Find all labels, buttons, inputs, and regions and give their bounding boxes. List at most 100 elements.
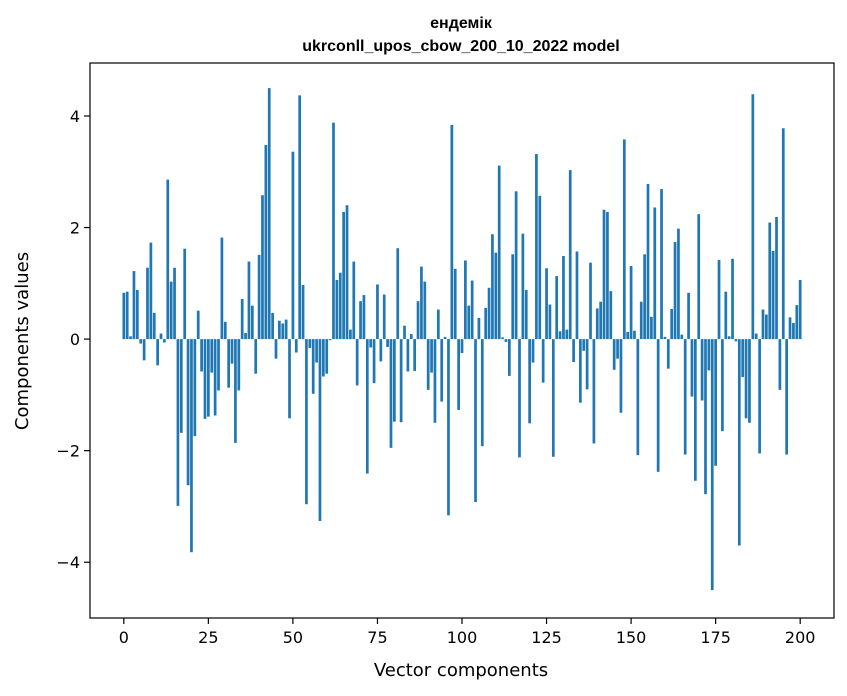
bar-component-110 [494, 252, 498, 340]
bar-component-131 [565, 329, 569, 340]
bar-component-77 [382, 294, 386, 340]
bar-component-2 [129, 336, 132, 340]
bar-component-181 [734, 339, 738, 342]
bar-component-102 [467, 305, 471, 340]
bar-component-167 [687, 292, 690, 340]
bar-component-100 [460, 339, 464, 354]
bar-component-184 [744, 339, 748, 419]
bar-component-65 [342, 211, 345, 340]
bar-component-10 [156, 339, 159, 366]
bar-component-119 [524, 290, 528, 340]
bar-component-133 [572, 339, 575, 362]
bar-component-56 [311, 339, 315, 394]
bar-component-196 [785, 339, 789, 455]
bar-component-190 [765, 314, 768, 340]
bar-component-138 [589, 262, 592, 340]
bar-component-61 [328, 339, 332, 341]
y-tick-label: 4 [70, 107, 80, 126]
bar-component-116 [514, 191, 518, 340]
bar-component-126 [548, 304, 552, 340]
bar-component-163 [673, 242, 677, 340]
bar-component-90 [426, 339, 430, 390]
bar-component-121 [531, 339, 535, 363]
bar-component-174 [710, 339, 714, 591]
bar-component-132 [568, 170, 572, 340]
bar-component-168 [690, 339, 694, 397]
bar-component-103 [470, 280, 474, 340]
bar-component-182 [737, 339, 741, 546]
bar-component-71 [362, 295, 366, 340]
bar-component-114 [507, 339, 511, 376]
bar-component-188 [758, 339, 761, 454]
y-tick-label: 2 [70, 219, 80, 238]
bar-component-76 [379, 339, 383, 362]
bar-component-67 [349, 329, 352, 340]
bar-component-162 [670, 308, 674, 340]
bar-component-106 [480, 339, 484, 447]
bar-component-161 [666, 339, 670, 369]
bar-component-124 [541, 339, 545, 383]
bar-component-19 [186, 339, 190, 486]
bar-component-142 [602, 209, 606, 340]
bar-component-146 [616, 339, 619, 359]
bar-component-99 [457, 339, 460, 410]
bar-component-117 [518, 339, 521, 458]
bar-component-134 [575, 251, 579, 340]
x-tick-label: 150 [616, 628, 647, 647]
bar-component-144 [609, 291, 613, 340]
bar-component-11 [159, 333, 163, 340]
bar-component-82 [399, 339, 403, 423]
plot-area-frame [89, 62, 835, 619]
bar-component-192 [771, 250, 775, 340]
bar-component-135 [579, 339, 582, 403]
x-axis-label: Vector components [374, 660, 548, 681]
bar-component-199 [795, 305, 799, 340]
bar-component-85 [409, 334, 413, 340]
bar-component-59 [321, 339, 325, 377]
bar-component-179 [727, 336, 731, 340]
bar-component-58 [318, 339, 322, 521]
bar-component-123 [538, 195, 542, 340]
bar-component-183 [741, 339, 745, 378]
bar-component-98 [453, 268, 457, 340]
bar-component-97 [450, 124, 454, 340]
bar-component-18 [183, 248, 187, 340]
bar-component-0 [122, 292, 126, 340]
bar-component-34 [237, 339, 241, 391]
bar-component-53 [301, 285, 305, 340]
bar-component-38 [250, 305, 254, 340]
bar-component-78 [386, 339, 389, 347]
bar-component-86 [413, 339, 417, 371]
bar-component-43 [267, 88, 271, 340]
bar-component-157 [653, 207, 657, 340]
bar-component-166 [683, 339, 687, 455]
x-tick-label: 75 [367, 628, 387, 647]
bar-component-112 [501, 337, 504, 340]
y-tick-label: −4 [56, 553, 80, 572]
bar-component-109 [491, 234, 494, 340]
x-tick-label: 100 [447, 628, 478, 647]
bar-component-74 [372, 339, 376, 384]
bar-component-108 [487, 287, 491, 340]
bar-component-113 [504, 339, 508, 342]
y-tick-label: 0 [70, 330, 80, 349]
bar-component-198 [792, 322, 795, 340]
bar-component-178 [724, 291, 728, 340]
bar-component-193 [775, 216, 778, 340]
bar-component-140 [595, 308, 599, 340]
bar-component-16 [176, 339, 180, 506]
bar-component-107 [484, 307, 488, 340]
bar-component-105 [477, 317, 481, 340]
bar-component-15 [173, 267, 176, 340]
bar-component-118 [521, 233, 525, 340]
y-axis-label: Components values [12, 252, 33, 430]
bar-component-156 [650, 316, 653, 340]
bar-component-12 [163, 339, 166, 343]
bar-component-147 [619, 339, 623, 413]
bar-component-127 [551, 339, 555, 457]
bar-component-95 [443, 336, 447, 340]
x-axis-ticks: 0 25 50 75 100 125 150 175 200 [119, 618, 815, 647]
chart-title-line-1: ендемік [430, 15, 493, 32]
bar-component-155 [646, 184, 650, 340]
bar-component-14 [169, 281, 173, 340]
